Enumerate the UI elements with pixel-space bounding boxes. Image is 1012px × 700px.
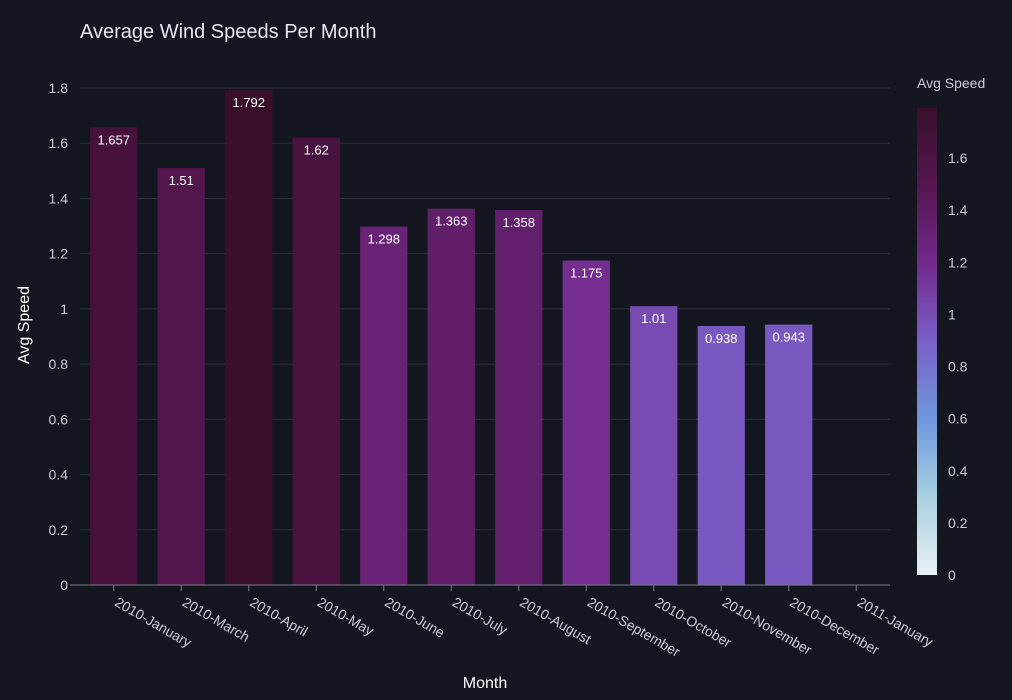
colorbar-tick-label: 1.2	[948, 254, 968, 270]
bar	[292, 137, 340, 585]
colorbar-ticks: 0 0.2 0.4 0.6 0.8 1 1.2 1.4 1.6	[948, 150, 968, 583]
colorbar-tick-label: 0	[948, 567, 956, 583]
bar-value-label: 1.175	[570, 266, 603, 281]
y-tick-label: 1.4	[49, 190, 69, 206]
bar	[157, 168, 205, 586]
bar-value-label: 1.363	[435, 214, 468, 229]
x-tick-label: 2010-August	[517, 594, 594, 648]
bar-value-labels: 1.657 1.51 1.792 1.62 1.298 1.363 1.358 1.175 1.…	[97, 95, 805, 346]
bars	[90, 90, 813, 586]
colorbar-tick-label: 0.6	[948, 411, 968, 427]
chart-title: Average Wind Speeds Per Month	[80, 21, 376, 43]
colorbar-gradient	[917, 108, 937, 575]
colorbar-title: Avg Speed	[917, 75, 985, 91]
y-tick-label: 0.4	[49, 467, 69, 483]
y-tick-label: 1.6	[49, 135, 69, 151]
colorbar: Avg Speed 0 0.2 0.4 0.6 0.8 1 1.2 1.4 1.6	[917, 75, 985, 583]
y-tick-label: 1	[60, 301, 68, 317]
bar-value-label: 1.01	[641, 311, 666, 326]
colorbar-tick-label: 0.2	[948, 515, 968, 531]
bar	[495, 210, 543, 585]
colorbar-tick-label: 1.4	[948, 202, 968, 218]
colorbar-tick-label: 0.8	[948, 359, 968, 375]
grid-lines	[80, 87, 890, 531]
x-tick-label: 2010-July	[450, 594, 511, 638]
y-tick-label: 1.2	[49, 246, 69, 262]
colorbar-tick-label: 1	[948, 306, 956, 322]
x-tick-label: 2010-April	[247, 594, 310, 640]
bar	[427, 208, 475, 585]
x-tick-label: 2010-June	[382, 594, 447, 641]
bar	[630, 306, 678, 585]
bar	[360, 226, 408, 585]
bar	[765, 324, 813, 585]
bar	[225, 90, 273, 585]
bar-value-label: 1.358	[502, 215, 535, 230]
bar-value-label: 1.51	[169, 173, 194, 188]
bar-value-label: 1.657	[97, 132, 130, 147]
bar	[90, 127, 138, 585]
bar-value-label: 1.792	[232, 95, 265, 110]
y-axis-ticks: 0 0.2 0.4 0.6 0.8 1 1.2 1.4 1.6 1.8	[49, 80, 69, 593]
y-axis-title: Avg Speed	[16, 286, 33, 364]
x-axis-title: Month	[463, 675, 507, 692]
bar	[697, 326, 745, 585]
y-tick-label: 0.6	[49, 411, 69, 427]
x-tick-label: 2010-May	[315, 594, 377, 639]
colorbar-tick-label: 0.4	[948, 463, 968, 479]
bar-value-label: 1.298	[367, 232, 400, 247]
y-tick-label: 1.8	[49, 80, 69, 96]
bar	[562, 260, 610, 585]
bar-value-label: 0.943	[772, 330, 805, 345]
bar-value-label: 1.62	[304, 143, 329, 158]
y-tick-label: 0.8	[49, 356, 69, 372]
y-tick-label: 0	[60, 577, 68, 593]
colorbar-tick-label: 1.6	[948, 150, 968, 166]
bar-value-label: 0.938	[705, 331, 738, 346]
y-tick-label: 0.2	[49, 522, 69, 538]
